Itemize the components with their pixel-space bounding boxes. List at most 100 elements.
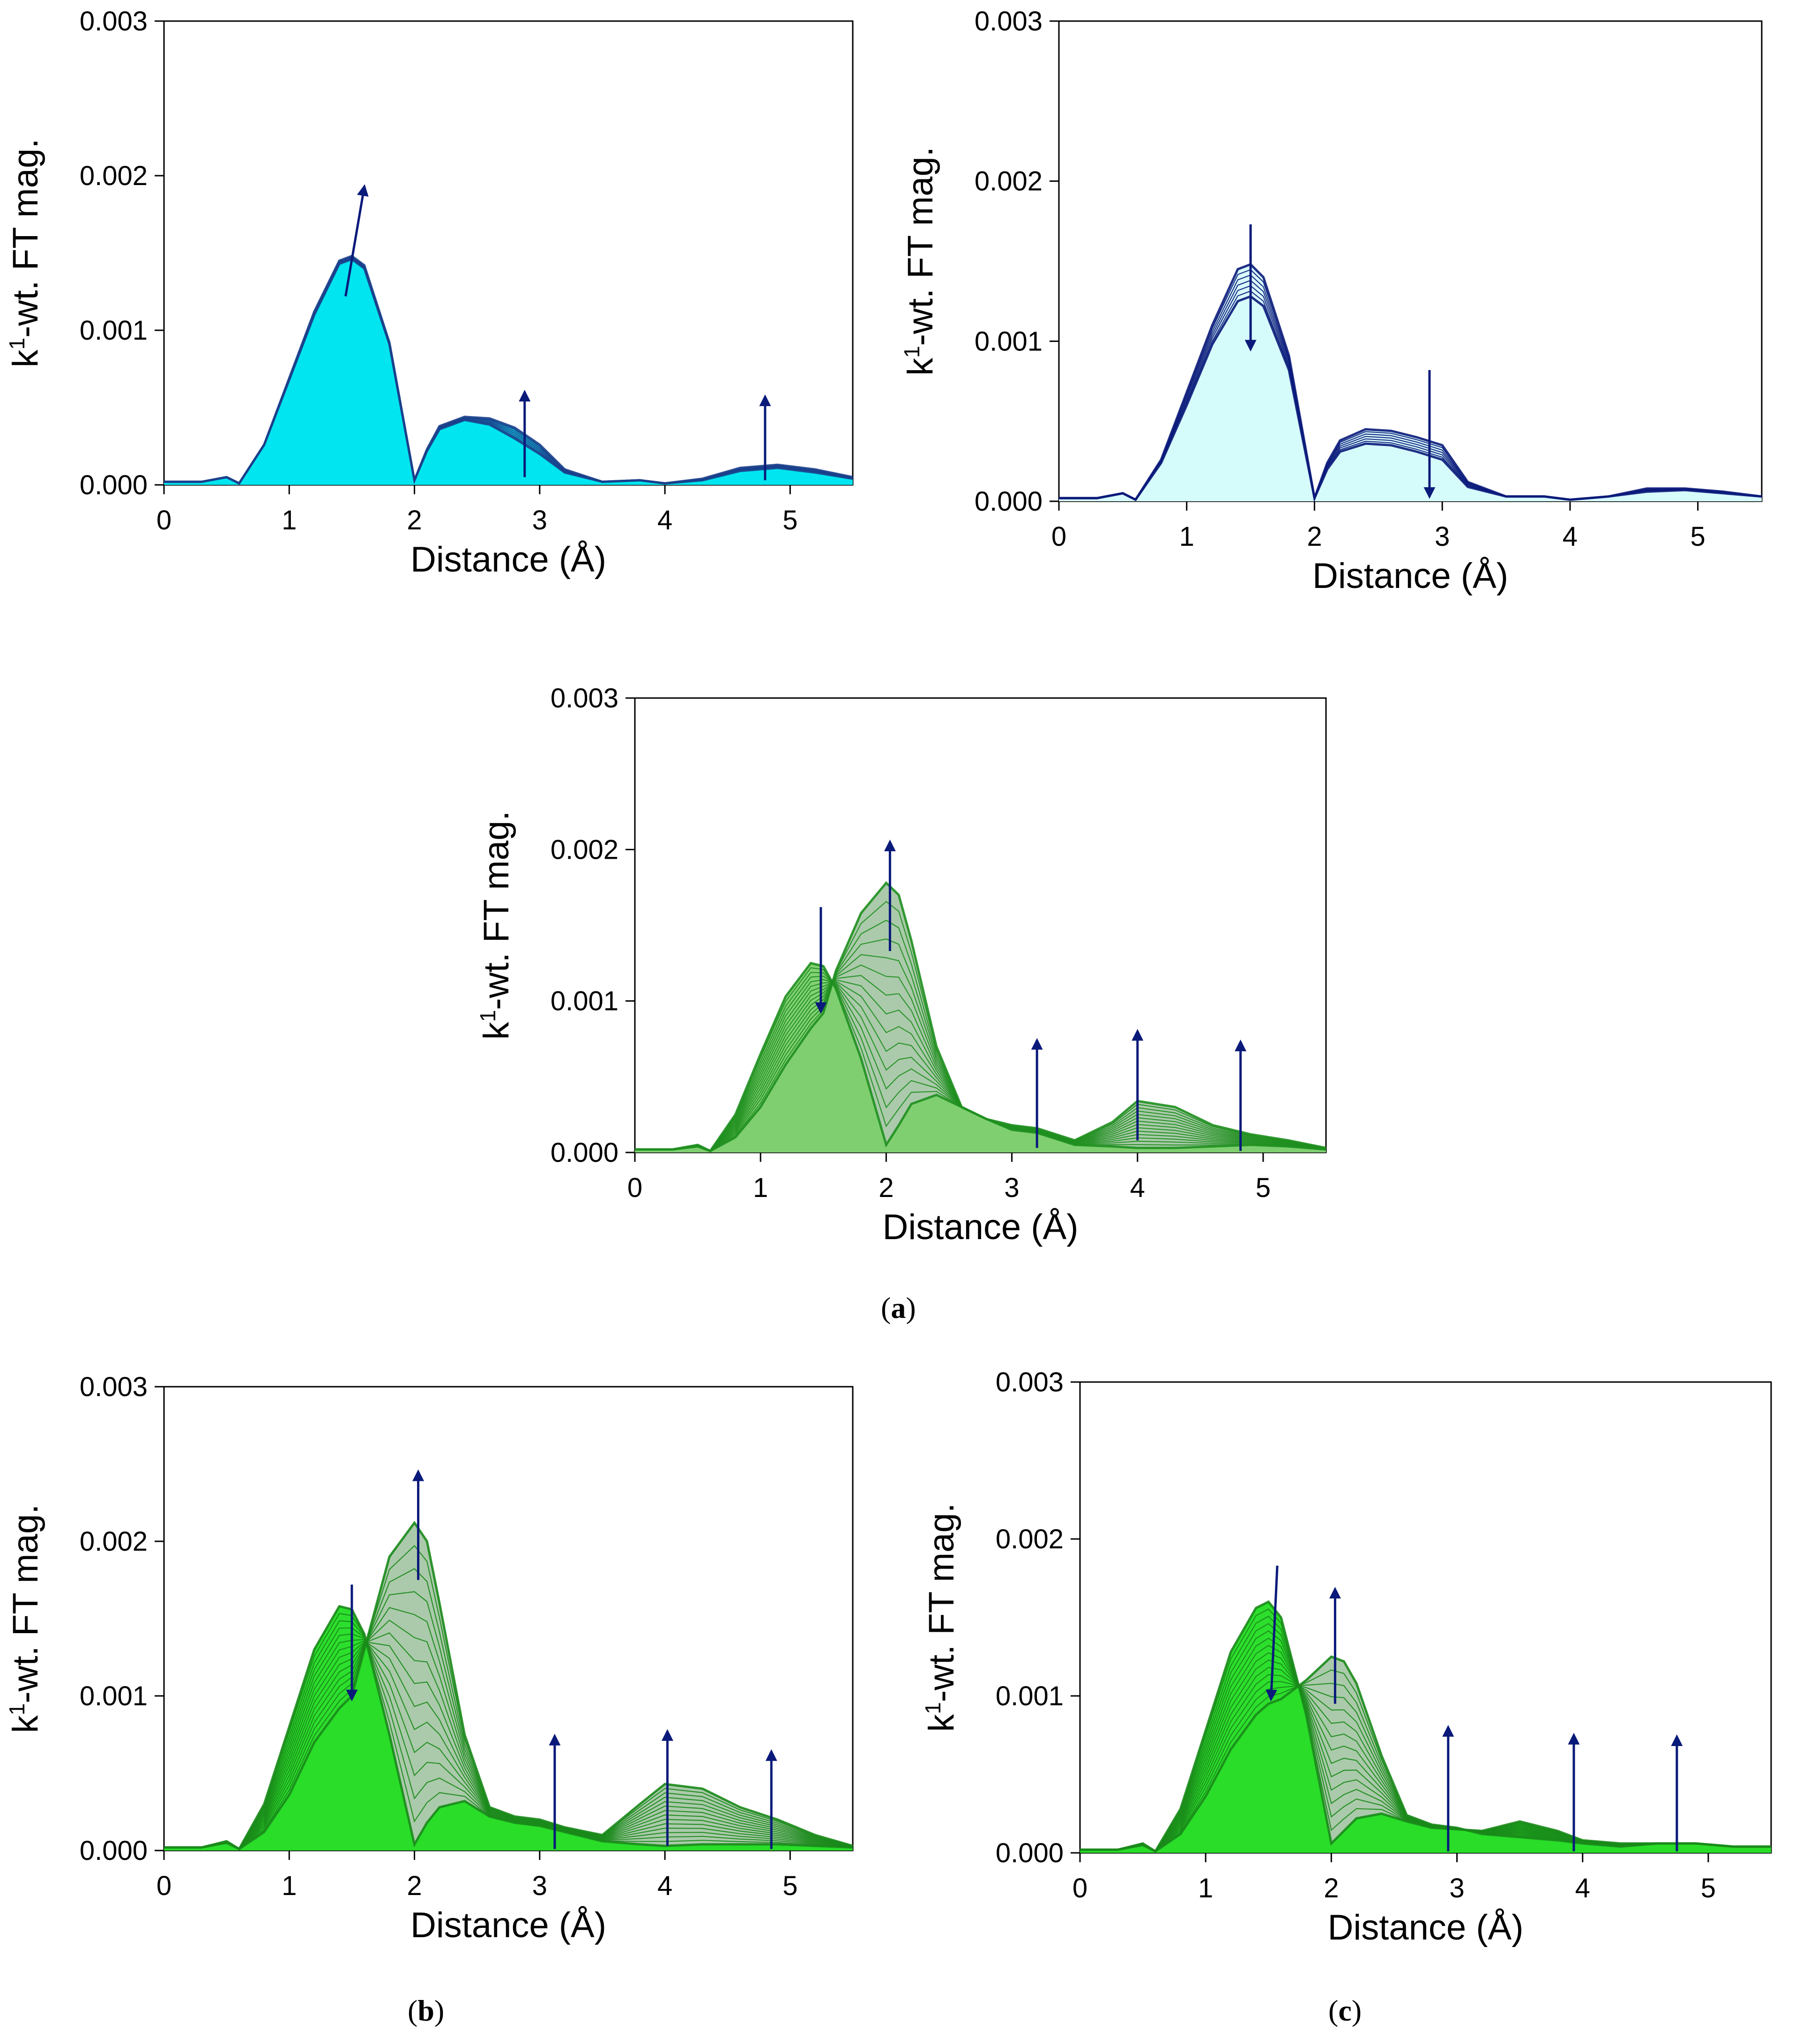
y-tick-label: 0.002 — [996, 1524, 1064, 1554]
x-tick-label: 1 — [753, 1173, 768, 1203]
y-label-rest: -wt. FT mag. — [477, 811, 516, 1010]
x-tick-label: 1 — [1179, 521, 1194, 552]
chart-panel-c: 0.000 0.001 0.002 0.003 0 1 2 3 4 5 Distance (Å) k1… — [914, 1359, 1795, 1979]
caption-open: ( — [881, 1291, 891, 1324]
series-line — [635, 979, 1326, 1152]
y-label-k: k — [6, 349, 45, 367]
y-tick-label: 0.001 — [80, 1681, 148, 1711]
caption-close: ) — [906, 1291, 916, 1324]
x-tick-label: 0 — [627, 1173, 642, 1203]
x-tick-label: 4 — [657, 505, 672, 535]
series-line — [635, 975, 1326, 1152]
series-line — [635, 961, 1326, 1152]
y-axis-label: k1-wt. FT mag. — [5, 1504, 45, 1733]
y-axis-label: k1-wt. FT mag. — [900, 147, 940, 376]
series-line — [164, 1639, 853, 1850]
x-tick-label: 4 — [657, 1871, 672, 1901]
y-tick-label: 0.001 — [996, 1681, 1064, 1711]
x-tick-label: 0 — [1051, 521, 1066, 552]
x-tick-label: 5 — [1701, 1873, 1716, 1903]
x-tick-label: 3 — [532, 505, 547, 535]
y-axis-label: k1-wt. FT mag. — [5, 139, 45, 368]
series-line — [164, 1613, 853, 1850]
x-tick-label: 2 — [1324, 1873, 1339, 1903]
x-tick-label: 5 — [782, 505, 797, 535]
trend-arrow — [1266, 1565, 1279, 1702]
caption-b: (b) — [408, 1993, 444, 2028]
y-tick-label: 0.002 — [551, 834, 618, 865]
y-tick-label: 0.000 — [551, 1137, 618, 1168]
caption-open: ( — [1328, 1994, 1339, 2027]
x-tick-label: 3 — [532, 1871, 547, 1901]
plot-frame — [1079, 1381, 1772, 1854]
series-line — [164, 1605, 853, 1851]
series-line — [1059, 295, 1762, 502]
series-line — [635, 967, 1326, 1152]
series-line — [164, 1627, 853, 1850]
x-tick-label: 5 — [1256, 1173, 1271, 1203]
x-axis-label: Distance (Å) — [410, 540, 606, 580]
chart-panel-top-left: 0.000 0.001 0.002 0.003 0 1 2 3 4 5 Distance (Å) k1… — [0, 0, 890, 611]
x-tick-label: 2 — [407, 1871, 422, 1901]
y-label-k: k — [477, 1021, 516, 1040]
series-line — [164, 1568, 853, 1850]
y-label-k: k — [922, 1714, 961, 1732]
series-area — [164, 259, 853, 485]
x-tick-label: 1 — [282, 505, 297, 535]
y-label-sup: 1 — [5, 338, 29, 350]
y-label-k: k — [6, 1715, 45, 1733]
y-tick-label: 0.000 — [80, 470, 148, 500]
y-tick-label: 0.003 — [975, 6, 1043, 37]
series-line — [164, 1641, 853, 1850]
series-area — [164, 1606, 853, 1851]
series-line — [635, 980, 1326, 1152]
plot-frame — [1058, 20, 1763, 502]
x-tick-label: 2 — [407, 505, 422, 535]
y-label-k: k — [901, 357, 940, 376]
y-axis-label: k1-wt. FT mag. — [921, 1503, 961, 1732]
series-line — [164, 254, 853, 485]
series-line — [635, 979, 1326, 1152]
series-line — [164, 1521, 853, 1851]
y-tick-label: 0.001 — [975, 326, 1043, 357]
series-line — [635, 881, 1326, 1152]
series-line — [635, 964, 1326, 1152]
series-line — [164, 1607, 853, 1850]
series-line — [635, 981, 1326, 1152]
y-label-sup: 1 — [921, 1702, 945, 1714]
y-tick-label: 0.003 — [996, 1367, 1064, 1397]
series-line — [164, 1545, 853, 1850]
y-tick-label: 0.002 — [975, 166, 1043, 197]
y-tick-label: 0.000 — [975, 486, 1043, 517]
series-line — [164, 1620, 853, 1850]
x-tick-label: 4 — [1130, 1173, 1145, 1203]
caption-close: ) — [434, 1994, 445, 2027]
caption-close: ) — [1351, 1994, 1362, 2027]
y-label-sup: 1 — [900, 346, 924, 358]
y-label-rest: -wt. FT mag. — [922, 1503, 961, 1702]
x-tick-label: 2 — [879, 1173, 894, 1203]
y-label-rest: -wt. FT mag. — [6, 1504, 45, 1703]
series-line — [164, 1632, 853, 1850]
plot-frame — [163, 1386, 854, 1851]
series-line — [164, 1633, 853, 1850]
series-line — [635, 920, 1326, 1152]
y-axis-label: k1-wt. FT mag. — [476, 811, 516, 1040]
y-tick-label: 0.001 — [551, 986, 618, 1017]
caption-c: (c) — [1328, 1993, 1362, 2028]
x-tick-label: 2 — [1307, 521, 1322, 552]
y-tick-label: 0.003 — [80, 6, 148, 37]
x-axis-label: Distance (Å) — [1327, 1908, 1523, 1947]
caption-a: (a) — [881, 1291, 916, 1325]
y-tick-label: 0.002 — [80, 161, 148, 191]
x-tick-label: 3 — [1435, 521, 1450, 552]
x-axis-label: Distance (Å) — [410, 1905, 606, 1945]
caption-letter: a — [891, 1291, 906, 1324]
series-line — [635, 900, 1326, 1152]
chart-panel-b: 0.000 0.001 0.002 0.003 0 1 2 3 4 5 Distance (Å) k1… — [0, 1359, 890, 1979]
x-axis-label: Distance (Å) — [1312, 556, 1508, 596]
y-label-sup: 1 — [5, 1703, 29, 1716]
x-tick-label: 0 — [156, 1871, 171, 1901]
